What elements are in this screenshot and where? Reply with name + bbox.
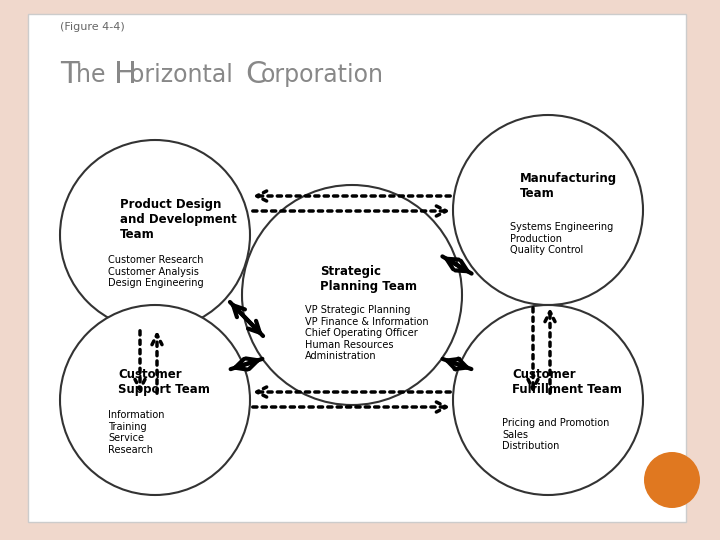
Circle shape bbox=[60, 140, 250, 330]
Text: (Figure 4-4): (Figure 4-4) bbox=[60, 22, 125, 32]
Circle shape bbox=[453, 115, 643, 305]
FancyBboxPatch shape bbox=[28, 14, 686, 522]
Text: T: T bbox=[60, 60, 78, 89]
Circle shape bbox=[60, 305, 250, 495]
Text: Customer
Fulfillment Team: Customer Fulfillment Team bbox=[512, 368, 622, 396]
Text: Strategic
Planning Team: Strategic Planning Team bbox=[320, 265, 417, 293]
Text: orizontal: orizontal bbox=[130, 63, 240, 87]
Circle shape bbox=[242, 185, 462, 405]
Text: Customer
Support Team: Customer Support Team bbox=[118, 368, 210, 396]
Text: orporation: orporation bbox=[261, 63, 384, 87]
Circle shape bbox=[644, 452, 700, 508]
Text: VP Strategic Planning
VP Finance & Information
Chief Operating Officer
Human Res: VP Strategic Planning VP Finance & Infor… bbox=[305, 305, 428, 361]
Text: Systems Engineering
Production
Quality Control: Systems Engineering Production Quality C… bbox=[510, 222, 613, 255]
Text: Information
Training
Service
Research: Information Training Service Research bbox=[108, 410, 164, 455]
Text: C: C bbox=[245, 60, 266, 89]
Text: Pricing and Promotion
Sales
Distribution: Pricing and Promotion Sales Distribution bbox=[502, 418, 609, 451]
Text: he: he bbox=[76, 63, 113, 87]
Text: H: H bbox=[114, 60, 137, 89]
Circle shape bbox=[453, 305, 643, 495]
Text: Manufacturing
Team: Manufacturing Team bbox=[520, 172, 617, 200]
Text: Product Design
and Development
Team: Product Design and Development Team bbox=[120, 198, 237, 241]
Text: Customer Research
Customer Analysis
Design Engineering: Customer Research Customer Analysis Desi… bbox=[108, 255, 204, 288]
